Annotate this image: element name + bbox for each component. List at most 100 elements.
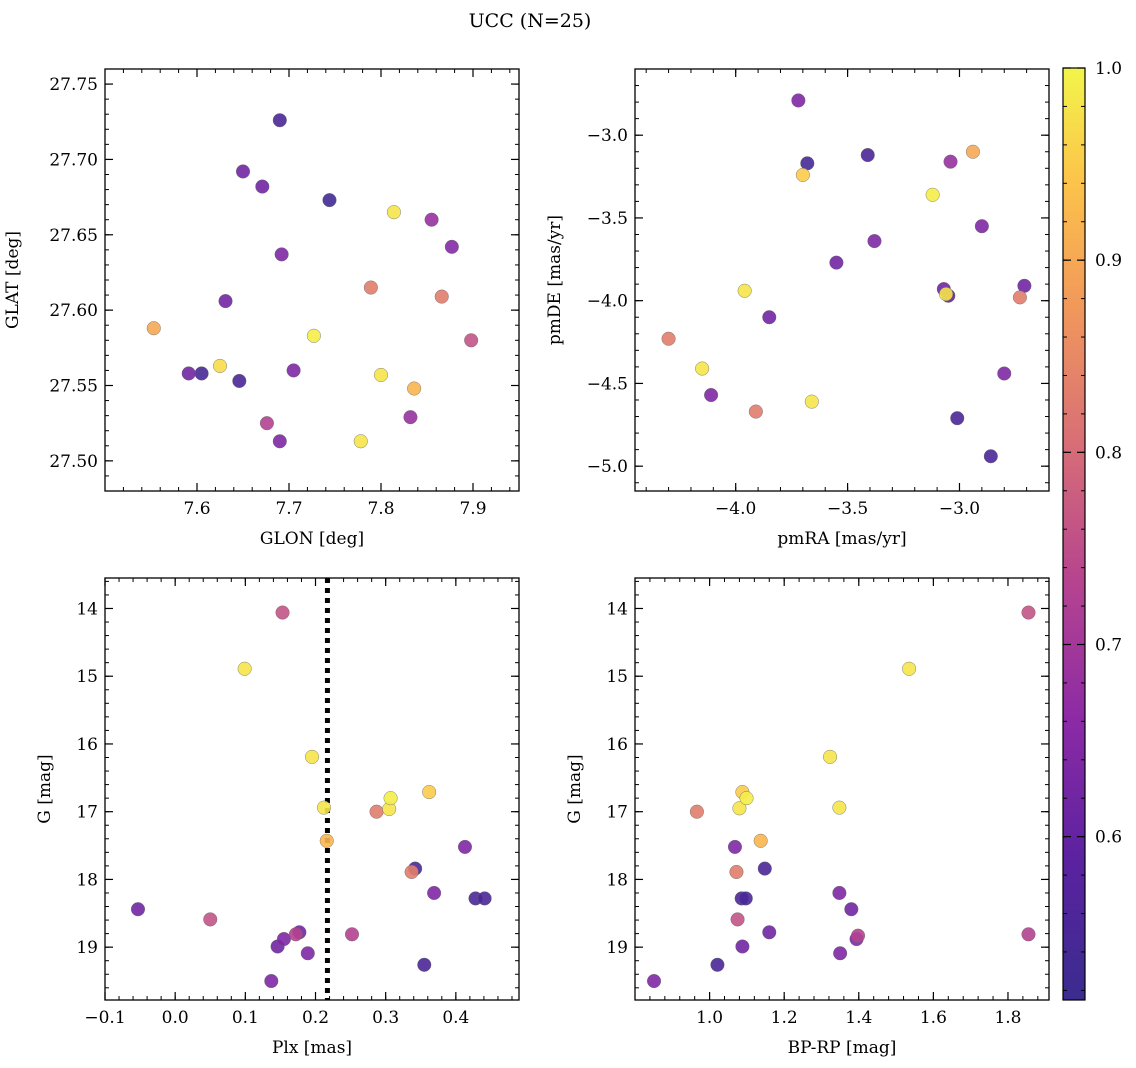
data-point bbox=[823, 749, 838, 764]
data-point bbox=[844, 902, 859, 917]
y-tick-label: 19 bbox=[76, 938, 98, 958]
y-tick-label: 27.50 bbox=[49, 452, 98, 472]
x-tick-label: 7.8 bbox=[367, 499, 394, 519]
y-axis-label: GLAT [deg] bbox=[3, 231, 23, 329]
data-point bbox=[181, 366, 196, 381]
data-point bbox=[727, 839, 742, 854]
data-point bbox=[795, 167, 810, 182]
x-tick-label: −3.0 bbox=[939, 499, 980, 519]
scatter-panel-1: 7.6 7.7 7.8 7.9 27.50 27.55 27.60 27.65 27.70 27.… bbox=[3, 68, 520, 549]
data-point bbox=[1012, 290, 1027, 305]
y-tick-label: −5.0 bbox=[587, 457, 628, 477]
x-tick-label: −4.0 bbox=[715, 499, 756, 519]
y-tick-label: 14 bbox=[606, 599, 628, 619]
data-point bbox=[1021, 605, 1036, 620]
y-tick-label: 17 bbox=[606, 803, 628, 823]
data-point bbox=[739, 791, 754, 806]
data-point bbox=[272, 113, 287, 128]
colorbar-tick-label: 0.8 bbox=[1095, 443, 1122, 463]
x-tick-label: 0.0 bbox=[162, 1008, 189, 1028]
data-point bbox=[833, 946, 848, 961]
x-tick-label: 1.8 bbox=[994, 1008, 1021, 1028]
y-tick-label: 27.70 bbox=[49, 150, 98, 170]
data-point bbox=[748, 404, 763, 419]
data-point bbox=[130, 902, 145, 917]
data-point bbox=[464, 333, 479, 348]
data-point bbox=[275, 605, 290, 620]
data-point bbox=[146, 321, 161, 336]
data-point bbox=[274, 247, 289, 262]
data-point bbox=[457, 839, 472, 854]
axes-frame bbox=[634, 577, 1050, 1001]
data-point bbox=[983, 449, 998, 464]
y-tick-label: 14 bbox=[76, 599, 98, 619]
x-tick-label: 7.9 bbox=[459, 499, 486, 519]
axes-frame bbox=[104, 68, 520, 492]
data-point bbox=[729, 864, 744, 879]
data-point bbox=[288, 927, 303, 942]
data-point bbox=[286, 363, 301, 378]
data-point bbox=[344, 927, 359, 942]
data-point bbox=[829, 255, 844, 270]
data-point bbox=[738, 891, 753, 906]
data-point bbox=[235, 164, 250, 179]
data-point bbox=[647, 974, 662, 989]
scatter-panel-4: 1.0 1.2 1.4 1.6 1.8 14 15 16 17 18 19 BP-RP [mag] G … bbox=[565, 577, 1050, 1058]
data-point bbox=[867, 234, 882, 249]
x-tick-label: −0.1 bbox=[84, 1008, 125, 1028]
data-point bbox=[832, 800, 847, 815]
colorbar-tick-label: 0.9 bbox=[1095, 251, 1122, 271]
x-tick-label: 7.7 bbox=[275, 499, 302, 519]
x-axis-label: pmRA [mas/yr] bbox=[777, 529, 906, 549]
data-point bbox=[902, 661, 917, 676]
data-point bbox=[417, 957, 432, 972]
scatter-panel-2: −4.0 −3.5 −3.0 −5.0 −4.5 −4.0 −3.5 −3.0 pmRA [ma… bbox=[545, 68, 1050, 549]
colorbar: 0.6 0.7 0.8 0.9 1.0 bbox=[1062, 59, 1122, 1001]
x-tick-label: 0.3 bbox=[372, 1008, 399, 1028]
data-point bbox=[804, 394, 819, 409]
data-point bbox=[363, 280, 378, 295]
data-point bbox=[306, 328, 321, 343]
y-tick-label: −3.5 bbox=[587, 209, 628, 229]
data-point bbox=[710, 957, 725, 972]
data-point bbox=[661, 331, 676, 346]
data-point bbox=[255, 179, 270, 194]
data-point bbox=[194, 366, 209, 381]
scatter-panel-3: −0.1 0.0 0.1 0.2 0.3 0.4 14 15 16 17 18 19 Plx [mas]… bbox=[35, 577, 520, 1058]
data-point bbox=[1021, 927, 1036, 942]
y-tick-label: 16 bbox=[606, 735, 628, 755]
data-point bbox=[943, 154, 958, 169]
x-tick-label: 0.1 bbox=[232, 1008, 259, 1028]
data-point bbox=[427, 885, 442, 900]
y-tick-label: 27.60 bbox=[49, 301, 98, 321]
data-point bbox=[997, 366, 1012, 381]
data-point bbox=[762, 925, 777, 940]
data-point bbox=[730, 912, 745, 927]
data-point bbox=[319, 833, 334, 848]
data-point bbox=[237, 661, 252, 676]
x-tick-label: 1.0 bbox=[696, 1008, 723, 1028]
y-axis-label: G [mag] bbox=[35, 754, 55, 823]
colorbar-gradient bbox=[1063, 68, 1085, 1000]
panels-layer: 7.6 7.7 7.8 7.9 27.50 27.55 27.60 27.65 27.70 27.… bbox=[3, 68, 1050, 1058]
x-tick-label: 1.2 bbox=[771, 1008, 798, 1028]
data-point bbox=[232, 373, 247, 388]
data-point bbox=[353, 434, 368, 449]
data-point bbox=[689, 804, 704, 819]
axes-frame bbox=[634, 68, 1050, 492]
data-point bbox=[212, 358, 227, 373]
y-tick-label: 19 bbox=[606, 938, 628, 958]
data-point bbox=[383, 791, 398, 806]
y-tick-label: −3.0 bbox=[587, 126, 628, 146]
y-tick-label: −4.5 bbox=[587, 374, 628, 394]
y-tick-label: −4.0 bbox=[587, 292, 628, 312]
data-point bbox=[737, 283, 752, 298]
data-point bbox=[791, 93, 806, 108]
data-point bbox=[695, 361, 710, 376]
y-tick-label: 27.75 bbox=[49, 75, 98, 95]
y-tick-label: 18 bbox=[76, 870, 98, 890]
y-axis-label: pmDE [mas/yr] bbox=[545, 215, 565, 345]
data-point bbox=[753, 833, 768, 848]
data-point bbox=[316, 800, 331, 815]
